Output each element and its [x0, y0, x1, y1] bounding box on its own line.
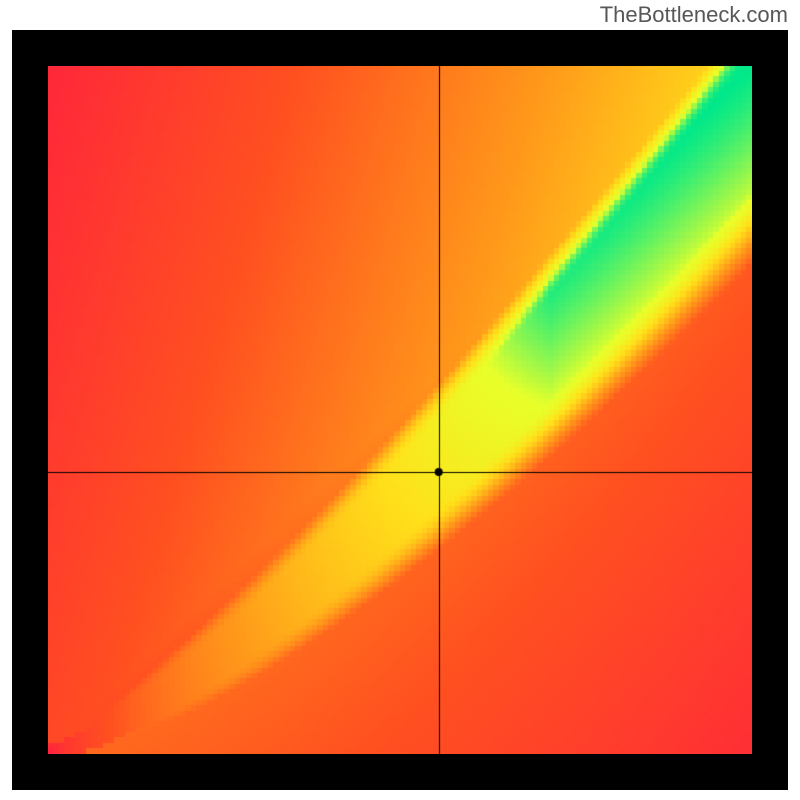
- watermark-text: TheBottleneck.com: [600, 2, 788, 28]
- heatmap-canvas: [48, 66, 752, 754]
- figure-container: TheBottleneck.com: [0, 0, 800, 800]
- plot-border: [12, 30, 788, 790]
